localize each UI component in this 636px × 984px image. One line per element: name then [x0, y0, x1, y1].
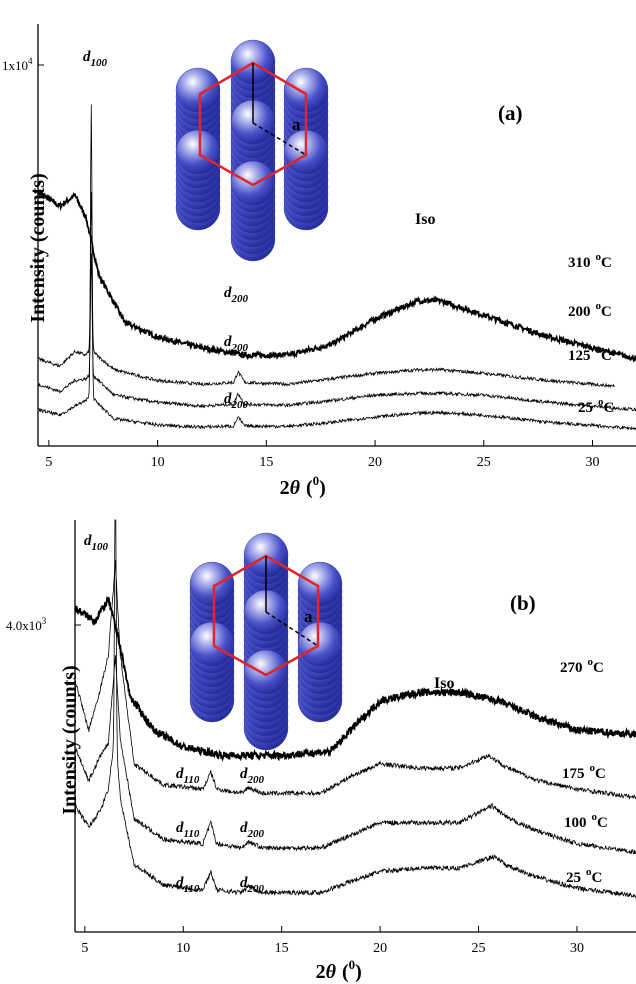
x-tick-label: 30: [586, 455, 600, 470]
x-tick-label: 25: [472, 941, 486, 956]
series-line: [37, 104, 636, 431]
series-label-25: 25 oC: [566, 866, 602, 886]
peak-label-d110: d110: [176, 820, 200, 840]
series-line: [74, 560, 636, 800]
series-group: [74, 519, 636, 899]
series-label-25: 25 oC: [578, 396, 614, 416]
x-axis-label-theta: 2θ: [280, 477, 301, 499]
lattice-parameter-a: a: [292, 115, 301, 134]
hexagonal-lattice-inset: [175, 39, 329, 262]
x-axis-ticks: 5 10 15 20 25 30: [45, 440, 600, 470]
series-label-270: 270 oC: [560, 656, 604, 676]
panel-label: (b): [510, 591, 536, 615]
y-axis-label: Intensity (counts): [27, 173, 49, 322]
x-tick-label: 15: [275, 941, 289, 956]
unit-cell-overlay: a: [212, 554, 320, 677]
series-line: [74, 595, 636, 763]
peak-label-d100: d100: [84, 533, 109, 553]
peak-label-d110: d110: [176, 766, 200, 786]
panel-a: 5 10 15 20 25 30 1x104 Intensity (counts) 2θ …: [2, 24, 636, 499]
peak-label-d200: d200: [224, 285, 249, 305]
x-tick-label: 30: [570, 941, 584, 956]
peak-label-d200: d200: [224, 334, 249, 354]
x-tick-label: 5: [45, 455, 52, 470]
column-disc: [175, 129, 221, 175]
series-label-125: 125 oC: [568, 344, 612, 364]
series-label-175: 175 oC: [562, 762, 606, 782]
peak-label-d110: d110: [176, 875, 200, 895]
y-axis-label: Intensity (counts): [59, 665, 81, 814]
x-tick-label: 20: [368, 455, 382, 470]
peak-label-d200: d200: [240, 875, 265, 895]
series-line: [37, 191, 615, 389]
panel-label: (a): [498, 101, 523, 125]
peak-label-d200: d200: [240, 766, 265, 786]
series-line: [37, 253, 636, 412]
series-line: [74, 655, 636, 855]
x-tick-label: 15: [259, 455, 273, 470]
plot-frame: [74, 520, 636, 933]
x-tick-label: 25: [477, 455, 491, 470]
column-disc: [189, 561, 235, 607]
x-axis-ticks: 5 10 15 20 25 30: [81, 926, 584, 956]
series-line: [74, 519, 636, 899]
series-line: [37, 188, 636, 363]
series-label-200: 200 oC: [568, 300, 612, 320]
column-disc: [243, 649, 289, 695]
peak-label-d200: d200: [224, 391, 249, 411]
column-disc: [175, 67, 221, 113]
plot-frame: [37, 24, 636, 447]
column-disc: [230, 160, 276, 206]
y-tick-label: 1x104: [2, 56, 33, 73]
x-axis-label-unit: (0): [342, 957, 362, 983]
x-tick-label: 10: [151, 455, 165, 470]
x-tick-label: 10: [176, 941, 190, 956]
peak-label-d100: d100: [83, 49, 108, 69]
column-disc: [297, 621, 343, 667]
x-tick-label: 5: [81, 941, 88, 956]
peak-label-d200: d200: [240, 820, 265, 840]
lattice-parameter-a: a: [304, 607, 313, 626]
x-axis-label-theta: 2θ: [316, 961, 337, 983]
unit-cell-overlay: a: [198, 61, 308, 187]
series-group: [37, 104, 636, 431]
series-label-310: 310 oC: [568, 251, 612, 271]
y-tick-label: 4.0x103: [6, 616, 47, 633]
column-disc: [297, 561, 343, 607]
x-axis-label-unit: (0): [306, 473, 326, 499]
x-tick-label: 20: [373, 941, 387, 956]
iso-label: Iso: [415, 211, 435, 228]
iso-label: Iso: [434, 675, 454, 692]
series-label-100: 100 oC: [564, 811, 608, 831]
panel-b: 5 10 15 20 25 30 4.0x103 Intensity (counts) 2…: [6, 519, 636, 983]
column-disc: [189, 621, 235, 667]
